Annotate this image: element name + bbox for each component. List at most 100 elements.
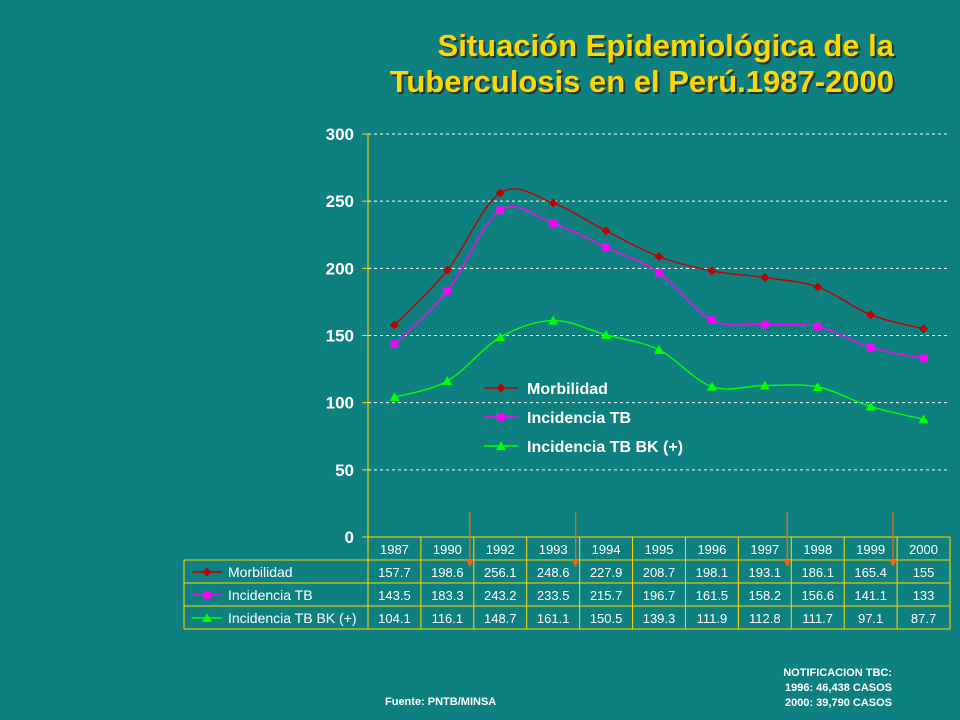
data-point-incidencia-tb [496,206,505,215]
x-tick-label: 1987 [380,542,409,557]
data-point-morbilidad [442,265,452,275]
data-point-morbilidad [389,320,399,330]
data-label: 183.3 [431,588,464,603]
legend: Morbilidad Incidencia TB Incidencia TB BK … [484,381,683,456]
y-tick-label: 250 [326,192,354,211]
data-label: 157.7 [378,565,411,580]
data-label: 198.6 [431,565,464,580]
data-label: 97.1 [858,611,883,626]
x-tick-label: 1997 [750,542,779,557]
x-tick-label: 1998 [803,542,832,557]
notification-2000: 2000: 39,790 CASOS [784,697,892,709]
data-point-incidencia-tb-bk [812,381,823,391]
data-label: 193.1 [749,565,782,580]
data-label: 155 [913,565,935,580]
data-label: 227.9 [590,565,623,580]
data-point-incidencia-tb [761,320,769,329]
data-label: 243.2 [484,588,517,603]
data-label: 112.8 [749,611,781,626]
legend-entry: Incidencia TB [527,410,631,427]
x-tick-label: 1990 [433,542,462,557]
x-tick-label: 1995 [645,542,674,557]
data-point-incidencia-tb [708,316,716,324]
x-tick-label: 1992 [486,542,515,557]
arrow-layer [466,512,897,567]
data-point-incidencia-tb [655,268,663,277]
y-tick-label: 100 [326,394,354,413]
data-point-incidencia-tb-bk [759,380,770,390]
arrow-head [572,560,580,567]
data-label: 186.1 [801,565,834,580]
y-tick-label: 50 [335,461,354,480]
arrow-head [889,560,897,567]
title-line-1: Situación Epidemiológica de la [437,28,894,63]
table-row-label: Incidencia TB [228,587,313,603]
table-row-label: Incidencia TB BK (+) [228,610,357,626]
y-tick-label: 300 [326,125,354,144]
data-point-incidencia-tb-bk [654,344,664,354]
notification-title: NOTIFICACION TBC: [783,667,892,679]
data-label: 198.1 [696,565,729,580]
y-tick-label: 150 [326,327,354,346]
data-label: 143.5 [378,588,411,603]
data-label: 87.7 [911,611,936,626]
table-key-marker [203,591,211,599]
data-point-incidencia-tb [443,286,452,295]
data-point-morbilidad [760,273,770,283]
data-point-incidencia-tb-bk [548,315,559,325]
data-label: 161.1 [537,611,570,626]
data-label: 111.7 [802,611,833,626]
table-row-label: Morbilidad [228,564,293,580]
legend-marker [497,413,505,421]
data-label: 248.6 [537,565,570,580]
data-label: 208.7 [643,565,676,580]
data-point-morbilidad [495,188,505,198]
data-label: 156.6 [801,588,834,603]
data-point-incidencia-tb-bk [442,376,453,386]
data-point-morbilidad [866,310,876,320]
series-line-morbilidad [393,188,924,330]
x-tick-label: 1996 [697,542,726,557]
data-point-morbilidad [601,226,611,236]
data-point-incidencia-tb-bk [601,329,612,339]
y-tick-label: 200 [326,259,354,278]
legend-marker [496,383,506,393]
data-point-incidencia-tb [866,343,875,352]
data-label: 104.1 [378,611,411,626]
source-note: Fuente: PNTB/MINSA [385,696,497,708]
x-tick-label: 1999 [856,542,885,557]
table-key-marker [202,567,212,577]
data-label: 133 [913,588,935,603]
data-point-morbilidad [919,324,929,334]
page-title: Situación Epidemiológica de la Tuberculo… [294,28,894,100]
data-point-incidencia-tb [549,219,557,228]
data-label: 116.1 [432,611,464,626]
x-tick-label: 1993 [539,542,568,557]
data-point-morbilidad [548,198,558,208]
legend-entry: Incidencia TB BK (+) [527,439,683,456]
axis-layer: 0 50 100 150 200 250 300 [326,125,369,547]
legend-marker [496,441,506,450]
x-tick-label: 1994 [592,542,621,557]
data-label: 141.1 [854,588,887,603]
data-point-incidencia-tb-bk [389,392,400,402]
x-tick-label: 2000 [909,542,938,557]
data-label: 215.7 [590,588,623,603]
data-label: 256.1 [484,565,517,580]
arrow-head [466,560,474,567]
title-line-2: Tuberculosis en el Perú.1987-2000 [389,64,894,99]
data-label: 150.5 [590,611,623,626]
data-point-incidencia-tb-bk [495,332,506,342]
y-tick-label: 0 [345,528,354,547]
data-label: 233.5 [537,588,570,603]
series-layer [389,188,929,424]
data-label: 196.7 [643,588,676,603]
data-point-morbilidad [654,252,664,262]
notification-1996: 1996: 46,438 CASOS [784,682,892,694]
data-point-morbilidad [707,266,717,276]
data-point-incidencia-tb [390,340,399,349]
data-point-morbilidad [813,282,823,292]
data-point-incidencia-tb [919,354,928,363]
data-label: 158.2 [749,588,782,603]
